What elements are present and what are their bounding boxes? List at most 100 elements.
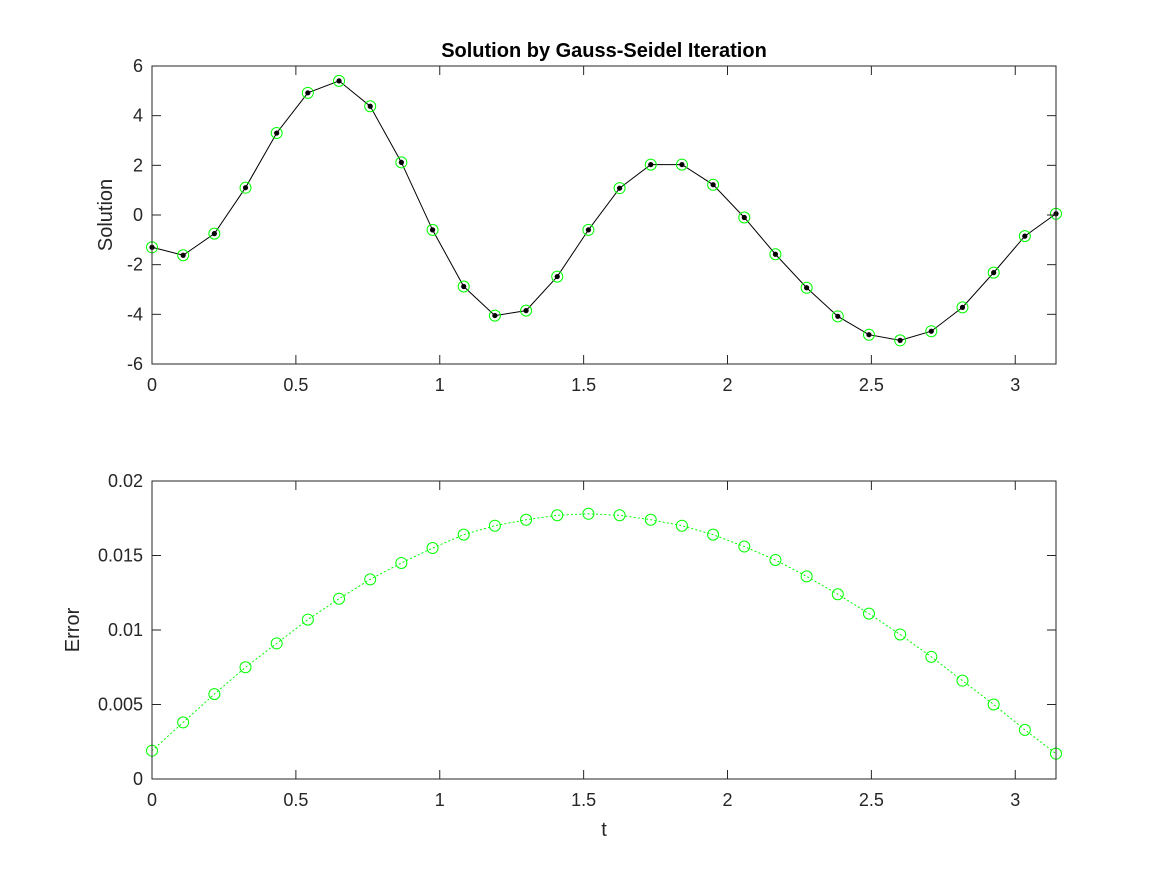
solution-data-point-circle xyxy=(520,304,533,317)
solution-data-point-circle xyxy=(862,328,875,341)
error-x-tick-label: 2.5 xyxy=(859,790,884,810)
solution-data-point-dot xyxy=(585,227,592,233)
solution-y-tick-label: 2 xyxy=(133,155,143,175)
solution-y-tick-label: 0 xyxy=(133,205,143,225)
error-data-point-circle xyxy=(364,573,377,586)
solution-data-point-dot xyxy=(897,337,903,344)
solution-x-tick-label: 1.5 xyxy=(571,375,596,395)
solution-data-point-circle xyxy=(800,281,813,294)
error-data-point-circle xyxy=(769,553,782,566)
solution-data-point-dot xyxy=(429,227,436,233)
solution-data-point-dot xyxy=(991,270,997,276)
error-data-point-circle xyxy=(488,519,501,532)
error-y-tick-label: 0.015 xyxy=(98,546,143,566)
solution-data-point-circle xyxy=(239,181,252,194)
solution-y-tick-label: -2 xyxy=(127,255,143,275)
error-x-tick-label: 0 xyxy=(147,790,157,810)
solution-data-point-circle xyxy=(925,325,938,338)
solution-data-point-circle xyxy=(582,223,595,236)
solution-data-point-dot xyxy=(804,285,810,291)
solution-data-point-dot xyxy=(679,161,685,168)
solution-data-point-dot xyxy=(648,161,654,168)
solution-data-point-circle xyxy=(333,74,346,87)
solution-x-tick-label: 0 xyxy=(147,375,157,395)
error-data-point-circle xyxy=(987,698,1000,711)
solution-data-point-dot xyxy=(616,185,623,191)
error-x-axis-label: t xyxy=(601,819,607,841)
solution-data-point-circle xyxy=(177,249,190,262)
error-data-point-circle xyxy=(582,507,595,520)
solution-x-tick-label: 0.5 xyxy=(283,375,308,395)
solution-data-point-dot xyxy=(741,214,747,221)
error-data-point-circle xyxy=(644,513,657,526)
solution-data-point-circle xyxy=(831,310,844,323)
error-data-point-circle xyxy=(301,613,314,626)
error-data-point-circle xyxy=(270,637,283,650)
error-y-tick-label: 0 xyxy=(133,769,143,789)
solution-data-point-circle xyxy=(644,158,657,171)
error-data-point-circle xyxy=(707,528,720,541)
solution-data-point-dot xyxy=(1022,233,1028,239)
solution-data-point-circle xyxy=(270,127,283,140)
solution-data-point-circle xyxy=(426,223,439,236)
error-data-point-circle xyxy=(1018,723,1031,736)
solution-data-point-dot xyxy=(461,283,467,290)
solution-data-point-circle xyxy=(987,266,1000,279)
error-data-point-circle xyxy=(738,540,751,553)
solution-data-point-dot xyxy=(523,308,529,314)
solution-data-point-dot xyxy=(710,182,716,188)
solution-y-tick-label: 6 xyxy=(133,56,143,76)
solution-data-point-dot xyxy=(928,328,934,334)
solution-y-tick-label: -4 xyxy=(127,304,143,324)
solution-data-point-circle xyxy=(395,156,408,169)
solution-x-tick-label: 2 xyxy=(722,375,732,395)
solution-data-point-circle xyxy=(208,227,221,240)
solution-axis-ticks: 0 0.5 1 1.5 2 2.5 3 -6 -4 -2 0 2 4 6 xyxy=(127,56,1056,395)
error-data-point-circle xyxy=(925,650,938,663)
solution-data-point-circle xyxy=(769,248,782,261)
solution-data-point-circle xyxy=(894,334,907,347)
error-data-point-circle xyxy=(426,542,439,555)
solution-data-point-circle xyxy=(364,100,377,113)
solution-data-point-circle xyxy=(675,158,688,171)
solution-data-point-dot xyxy=(336,78,342,84)
error-x-tick-label: 0.5 xyxy=(283,790,308,810)
solution-data-point-circle xyxy=(707,178,720,191)
solution-data-point-dot xyxy=(835,313,841,319)
solution-data-point-dot xyxy=(211,231,217,237)
solution-data-point-circle xyxy=(301,86,314,99)
error-data-point-circle xyxy=(862,607,875,620)
solution-x-tick-label: 1 xyxy=(435,375,445,395)
solution-data-point-circle xyxy=(488,309,501,322)
error-y-tick-label: 0.01 xyxy=(108,620,143,640)
solution-data-point-dot xyxy=(554,273,560,280)
error-data-point-circle xyxy=(831,588,844,601)
error-data-point-circle xyxy=(520,513,533,526)
solution-data-point-dot xyxy=(772,251,779,257)
error-series-0-line xyxy=(151,513,1057,755)
solution-data-point-dot xyxy=(866,332,872,338)
solution-data-point-dot xyxy=(305,90,311,96)
error-data-point-circle xyxy=(551,509,564,522)
error-subplot: 0 0.5 1 1.5 2 2.5 3 0 0.005 0.01 0.015 0.02 Error t xyxy=(62,471,1063,841)
error-data-point-circle xyxy=(457,528,470,541)
error-y-tick-label: 0.02 xyxy=(108,471,143,491)
solution-data-point-dot xyxy=(367,103,373,109)
solution-data-point-dot xyxy=(242,185,249,191)
error-y-tick-label: 0.005 xyxy=(98,695,143,715)
solution-data-point-circle xyxy=(738,211,751,224)
solution-y-axis-label: Solution xyxy=(95,179,117,251)
solution-data-point-circle xyxy=(457,280,470,293)
solution-data-point-dot xyxy=(180,252,186,258)
error-axis-ticks: 0 0.5 1 1.5 2 2.5 3 0 0.005 0.01 0.015 0.02 xyxy=(98,471,1056,810)
error-data-point-circle xyxy=(675,519,688,532)
error-data-point-circle xyxy=(894,628,907,641)
solution-data-point-dot xyxy=(959,304,966,310)
error-x-tick-label: 3 xyxy=(1010,790,1020,810)
solution-data-point-dot xyxy=(274,130,280,136)
solution-data-point-circle xyxy=(1018,230,1031,243)
error-data-point-circle xyxy=(800,570,813,583)
solution-data-point-circle xyxy=(613,182,626,195)
solution-x-tick-label: 3 xyxy=(1010,375,1020,395)
